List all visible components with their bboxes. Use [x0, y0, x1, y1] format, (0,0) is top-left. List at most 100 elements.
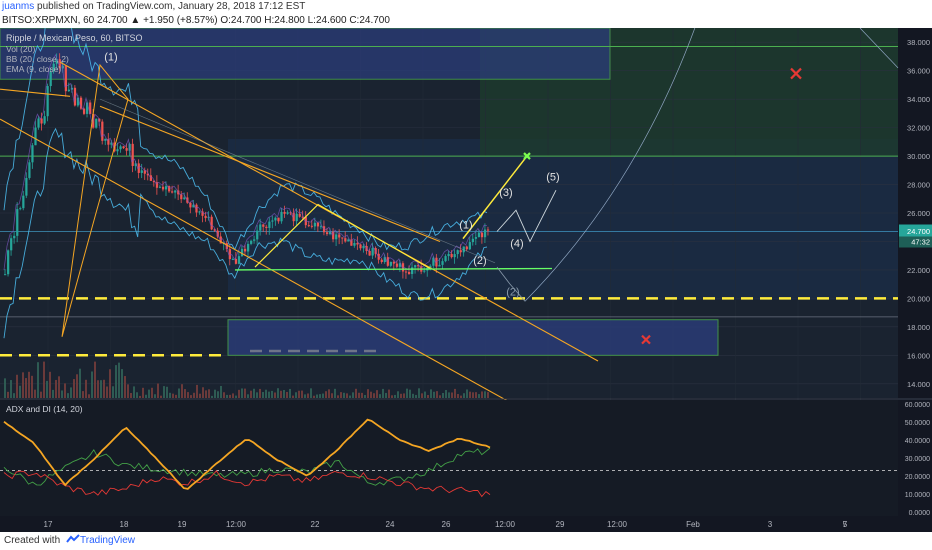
time-tick-label: 29 — [556, 520, 565, 529]
volume-bar — [202, 387, 204, 398]
candle — [116, 149, 119, 152]
candle — [353, 242, 356, 246]
volume-bar — [166, 386, 168, 398]
candle — [256, 230, 259, 240]
adx-tick-label: 50.0000 — [905, 420, 930, 427]
published-text: published on TradingView.com, January 28… — [34, 1, 306, 12]
candle — [34, 127, 37, 146]
volume-bar — [25, 378, 27, 398]
time-tick-label: 7 — [843, 520, 848, 529]
candle — [477, 232, 481, 238]
candle — [283, 211, 286, 214]
volume-bar — [280, 390, 282, 398]
volume-bar — [310, 388, 312, 398]
volume-bar — [46, 380, 48, 398]
volume-bar — [322, 393, 324, 398]
candle — [19, 208, 22, 210]
candle — [28, 162, 31, 178]
candle — [89, 102, 92, 114]
candle — [64, 65, 67, 92]
volume-bar — [331, 393, 333, 398]
candle — [456, 250, 459, 255]
candle — [95, 118, 98, 128]
candle — [483, 229, 487, 238]
volume-bar — [154, 394, 156, 398]
wave-label: (5) — [546, 171, 559, 183]
volume-bar — [73, 379, 75, 398]
volume-bar — [241, 388, 243, 398]
volume-bar — [151, 387, 153, 398]
wave-alt-path — [496, 266, 526, 302]
volume-bar — [10, 380, 12, 398]
volume-bar — [13, 393, 15, 398]
volume-bar — [325, 391, 327, 398]
candle — [43, 116, 46, 124]
candle — [183, 197, 186, 200]
candle — [368, 250, 371, 256]
volume-bar — [160, 395, 162, 398]
candle — [61, 65, 64, 69]
legend-indicator: EMA (9, close) — [6, 64, 61, 74]
volume-bar — [286, 391, 288, 398]
legend-indicator: BB (20, close, 2) — [6, 54, 69, 64]
bollinger-upper — [3, 28, 488, 251]
volume-bar — [295, 392, 297, 398]
candle — [344, 238, 347, 242]
time-tick-label: 3 — [768, 520, 773, 529]
candle — [414, 265, 417, 268]
candle — [110, 142, 113, 145]
chart-header: juanms published on TradingView.com, Jan… — [0, 0, 932, 28]
volume-bar — [28, 371, 30, 398]
candle — [341, 237, 344, 239]
volume-bar — [304, 394, 306, 398]
price-chart[interactable]: (1) (1) (2) (3) (4) (5) (2) Ripple / Mexican Pe… — [0, 28, 932, 532]
candle — [307, 225, 310, 227]
candle — [152, 180, 156, 183]
volume-bar — [259, 388, 261, 398]
volume-bar — [208, 389, 210, 398]
volume-bar — [211, 395, 213, 398]
candle — [4, 274, 7, 276]
volume-bar — [244, 388, 246, 398]
candle — [250, 240, 253, 244]
volume-bar — [91, 371, 93, 398]
candle — [10, 238, 13, 251]
candle — [22, 195, 25, 209]
candle — [134, 163, 137, 166]
volume-bar — [70, 387, 72, 398]
symbol-line: BITSO:XRPMXN, 60 24.700 ▲ +1.950 (+8.57%… — [2, 15, 390, 26]
candle — [243, 248, 247, 252]
candle — [149, 175, 153, 181]
volume-bar — [97, 380, 99, 398]
candle — [438, 264, 441, 267]
volume-bar — [433, 391, 435, 398]
created-with-text: Created with — [4, 535, 61, 546]
candle — [332, 231, 335, 240]
volume-bar — [328, 389, 330, 398]
volume-bar — [82, 391, 84, 398]
volume-bar — [169, 392, 171, 398]
channel-line — [99, 105, 441, 242]
author-link[interactable]: juanms — [2, 1, 35, 12]
countdown-label: 47:32 — [911, 238, 930, 247]
tradingview-link[interactable]: TradingView — [80, 535, 136, 546]
volume-bar — [316, 394, 318, 398]
candle — [168, 186, 171, 192]
time-axis-background — [0, 516, 932, 532]
volume-bar — [67, 393, 69, 398]
candle — [350, 239, 353, 246]
candle — [58, 59, 61, 69]
bollinger-lower — [3, 127, 488, 339]
candle — [316, 222, 320, 227]
candle — [67, 89, 71, 92]
wave-label: (2) — [473, 255, 486, 267]
price-tick-label: 18.000 — [907, 323, 930, 332]
adx-tick-label: 20.0000 — [905, 474, 930, 481]
volume-bar — [298, 390, 300, 398]
volume-bar — [37, 362, 39, 398]
volume-bar — [235, 395, 237, 398]
blue-channel-fill — [228, 139, 898, 300]
time-tick-label: Feb — [686, 520, 700, 529]
volume-bar — [463, 393, 465, 398]
candle — [310, 225, 314, 227]
